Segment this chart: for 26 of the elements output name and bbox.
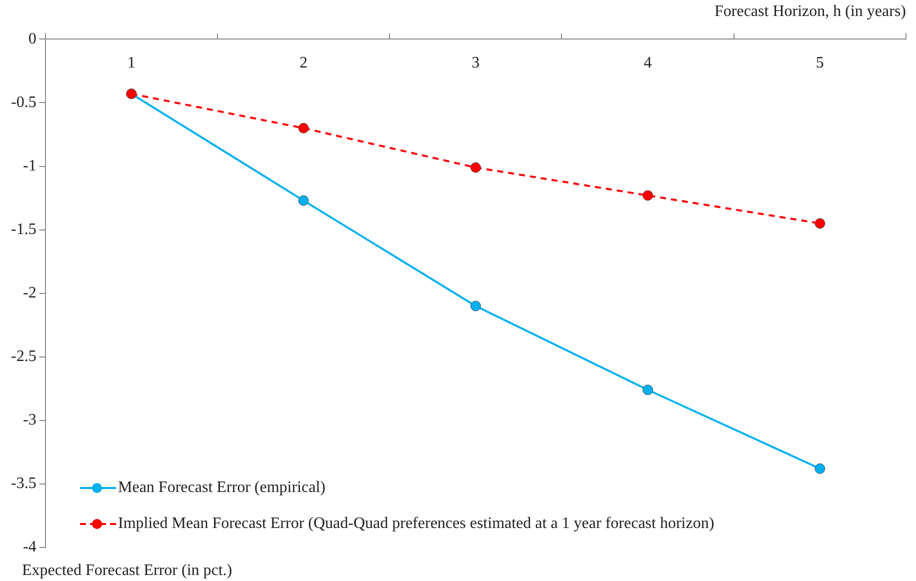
y-axis-title: Expected Forecast Error (in pct.) bbox=[22, 562, 232, 580]
x-tick-label: 3 bbox=[472, 54, 480, 72]
y-tick-label: -4 bbox=[23, 538, 36, 556]
y-tick-label: -3.5 bbox=[11, 475, 36, 492]
point bbox=[814, 218, 826, 229]
y-tick-label: 0 bbox=[28, 30, 36, 48]
legend-label: Mean Forecast Error (empirical) bbox=[118, 479, 326, 497]
y-tick-label: -2.5 bbox=[11, 348, 36, 366]
point bbox=[814, 463, 826, 474]
x-tick-label: 5 bbox=[816, 54, 824, 72]
y-tick-label: -3 bbox=[23, 412, 36, 429]
y-tick-label: -0.5 bbox=[11, 94, 36, 111]
y-tick-label: -1.5 bbox=[11, 220, 36, 238]
x-tick-label: 2 bbox=[300, 54, 308, 72]
point bbox=[642, 384, 654, 396]
y-tick-label: -1 bbox=[23, 157, 36, 174]
point bbox=[470, 300, 481, 312]
x-tick-label: 1 bbox=[127, 54, 136, 72]
point bbox=[298, 122, 309, 134]
legend-label: Implied Mean Forecast Error (Quad-Quad preferences estimated at a 1 year forecast horizon) bbox=[118, 515, 714, 533]
x-tick-label: 4 bbox=[644, 54, 652, 72]
point bbox=[298, 195, 309, 206]
y-tick-label: -2 bbox=[23, 284, 36, 302]
x-axis-title: Forecast Horizon, h (in years) bbox=[714, 2, 906, 20]
point bbox=[642, 190, 654, 201]
point bbox=[470, 162, 481, 173]
